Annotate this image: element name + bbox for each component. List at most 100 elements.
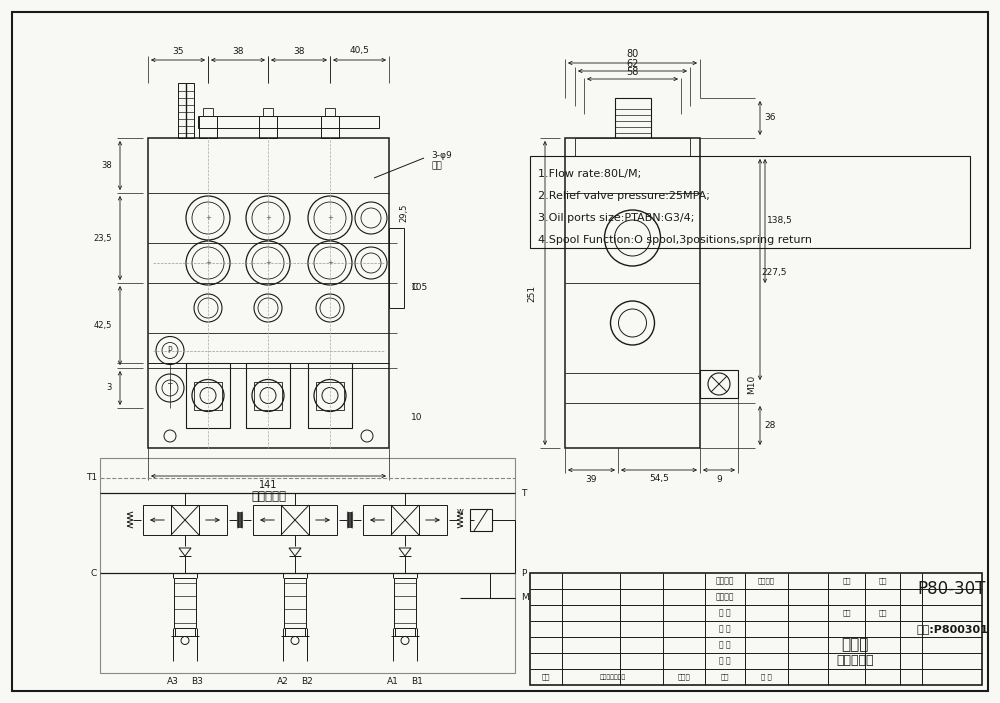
Text: A3: A3 [167, 678, 179, 687]
Text: C: C [91, 569, 97, 577]
Text: 3-φ9: 3-φ9 [431, 152, 452, 160]
Text: 材料: 材料 [542, 673, 550, 681]
Text: T: T [521, 489, 526, 498]
Text: +: + [205, 215, 211, 221]
Text: 35: 35 [172, 46, 184, 56]
Text: 105: 105 [411, 283, 428, 292]
Bar [199, 505, 227, 535]
Text: T: T [168, 384, 172, 392]
Text: +: + [265, 260, 271, 266]
Text: 38: 38 [101, 161, 112, 170]
Text: 39: 39 [585, 475, 597, 484]
Text: 制 图: 制 图 [719, 640, 731, 650]
Text: 进孔: 进孔 [431, 162, 442, 171]
Bar [391, 505, 419, 535]
Bar [363, 505, 391, 535]
Text: 42,5: 42,5 [94, 321, 112, 330]
Text: P: P [168, 346, 172, 355]
Text: 更改人: 更改人 [678, 673, 690, 681]
Text: 3.Oil ports size:PTABN:G3/4;: 3.Oil ports size:PTABN:G3/4; [538, 213, 694, 223]
Bar [259, 116, 277, 138]
Bar [246, 363, 290, 428]
Bar [308, 363, 352, 428]
Bar [253, 505, 281, 535]
Text: M10: M10 [748, 375, 757, 394]
Bar [614, 98, 650, 138]
Bar [389, 228, 404, 308]
Bar [199, 116, 217, 138]
Text: 9: 9 [716, 475, 722, 484]
Text: 40,5: 40,5 [350, 46, 369, 56]
Bar [565, 138, 700, 448]
Text: +: + [205, 260, 211, 266]
Text: 多路阀: 多路阀 [841, 637, 869, 652]
Text: 1.Flow rate:80L/M;: 1.Flow rate:80L/M; [538, 169, 641, 179]
Text: 重量: 重量 [842, 578, 851, 584]
Text: 251: 251 [528, 285, 536, 302]
Bar [394, 578, 416, 628]
Text: 23,5: 23,5 [94, 233, 112, 243]
Bar [419, 505, 447, 535]
Bar [148, 138, 389, 448]
Text: C: C [411, 283, 417, 292]
Text: T1: T1 [86, 474, 97, 482]
Text: 其他技术条件按: 其他技术条件按 [599, 674, 626, 680]
Text: 38: 38 [232, 46, 244, 56]
Text: 36: 36 [764, 113, 776, 122]
Text: 54,5: 54,5 [649, 475, 669, 484]
Text: 外型尺寸图: 外型尺寸图 [836, 654, 874, 666]
Text: 29,5: 29,5 [399, 204, 408, 222]
Bar [254, 382, 282, 410]
Text: B1: B1 [411, 678, 423, 687]
Bar [321, 116, 339, 138]
Text: 日期: 日期 [721, 673, 729, 681]
Text: P: P [521, 569, 526, 577]
Bar [203, 108, 213, 116]
Bar [263, 108, 273, 116]
Text: w: w [457, 506, 464, 515]
Text: +: + [327, 260, 333, 266]
Text: A1: A1 [387, 678, 399, 687]
Text: 比例: 比例 [878, 578, 887, 584]
Text: 80: 80 [626, 49, 639, 59]
Text: 28: 28 [764, 422, 776, 430]
Bar [171, 505, 199, 535]
Text: 监督: 监督 [878, 610, 887, 617]
Text: 设 计: 设 计 [719, 657, 731, 666]
Text: 3: 3 [107, 384, 112, 392]
Text: 62: 62 [626, 59, 639, 69]
Bar [316, 382, 344, 410]
Bar [143, 505, 171, 535]
Bar [284, 578, 306, 628]
Bar [194, 382, 222, 410]
Bar [470, 509, 492, 531]
Bar [530, 156, 970, 248]
Bar [700, 370, 738, 398]
Bar [309, 505, 337, 535]
Bar [325, 108, 335, 116]
Text: 138,5: 138,5 [767, 217, 793, 226]
Text: M: M [521, 593, 529, 602]
Bar [281, 505, 309, 535]
Text: +: + [265, 215, 271, 221]
Bar [178, 83, 194, 138]
Text: +: + [327, 215, 333, 221]
Text: 液压原理图: 液压原理图 [251, 489, 286, 503]
Bar [575, 138, 690, 156]
Text: 描 图: 描 图 [719, 624, 731, 633]
Text: 标准化审: 标准化审 [716, 576, 734, 586]
Text: P80-30T: P80-30T [918, 580, 986, 598]
Text: 校 对: 校 对 [719, 609, 731, 617]
Text: 编号:P800301: 编号:P800301 [916, 624, 988, 634]
Bar [174, 578, 196, 628]
Text: 2.Relief valve pressure:25MPA;: 2.Relief valve pressure:25MPA; [538, 191, 710, 201]
Text: 141: 141 [259, 480, 278, 490]
Text: A2: A2 [277, 678, 289, 687]
Text: 图幅编号: 图幅编号 [758, 578, 775, 584]
Text: 58: 58 [626, 67, 639, 77]
Text: 4.Spool Function:O spool,3positions,spring return: 4.Spool Function:O spool,3positions,spri… [538, 235, 812, 245]
Bar [186, 363, 230, 428]
Text: 227,5: 227,5 [761, 269, 787, 278]
Text: 10: 10 [411, 413, 422, 423]
Text: B2: B2 [301, 678, 313, 687]
